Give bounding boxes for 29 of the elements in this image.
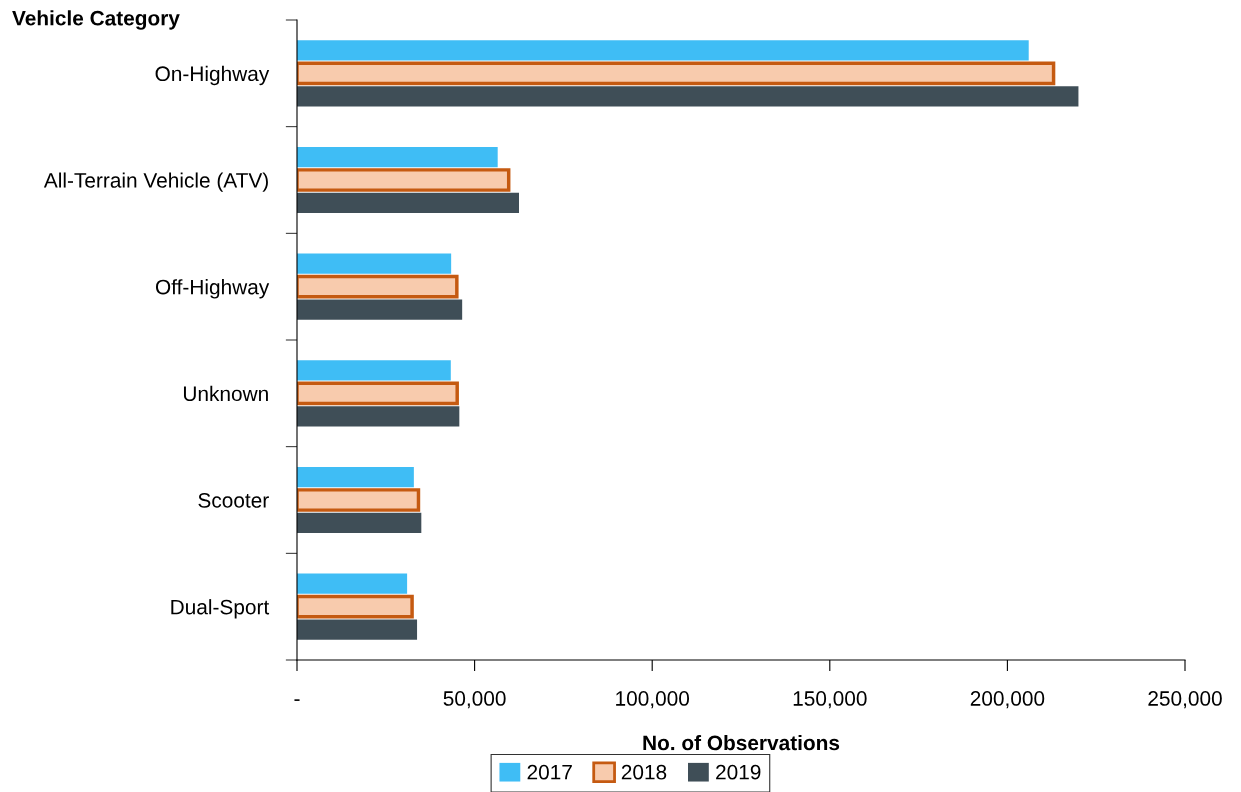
y-axis-title: Vehicle Category <box>12 10 180 30</box>
bar <box>297 86 1079 107</box>
bar <box>297 466 414 488</box>
bar <box>297 40 1029 61</box>
bar <box>297 299 463 320</box>
legend-label: 2018 <box>621 764 667 780</box>
x-tick-label: 250,000 <box>1148 691 1222 709</box>
bar <box>297 619 418 640</box>
bar <box>297 192 519 214</box>
y-tick-label: Off-Highway <box>155 279 270 299</box>
bar <box>297 360 451 381</box>
y-tick-label: Dual-Sport <box>171 599 270 619</box>
x-tick-label: 50,000 <box>443 691 506 709</box>
x-tick-label: 150,000 <box>793 691 867 709</box>
y-tick-label: Scooter <box>198 493 269 508</box>
bar <box>297 406 460 427</box>
x-tick-label: - <box>294 699 300 701</box>
y-tick-label: On-Highway <box>155 65 270 86</box>
y-tick-label: All-Terrain Vehicle (ATV) <box>43 172 268 192</box>
legend-label: 2017 <box>527 764 572 780</box>
bar <box>297 253 452 274</box>
x-tick-label: 100,000 <box>616 691 690 709</box>
x-axis-title: No. of Observations <box>643 734 840 751</box>
y-tick-label: Unknown <box>183 385 268 402</box>
legend-label: 2019 <box>716 764 761 780</box>
bar <box>297 512 422 534</box>
x-tick-label: 200,000 <box>970 691 1045 709</box>
bar <box>297 573 408 594</box>
bar <box>297 146 498 168</box>
